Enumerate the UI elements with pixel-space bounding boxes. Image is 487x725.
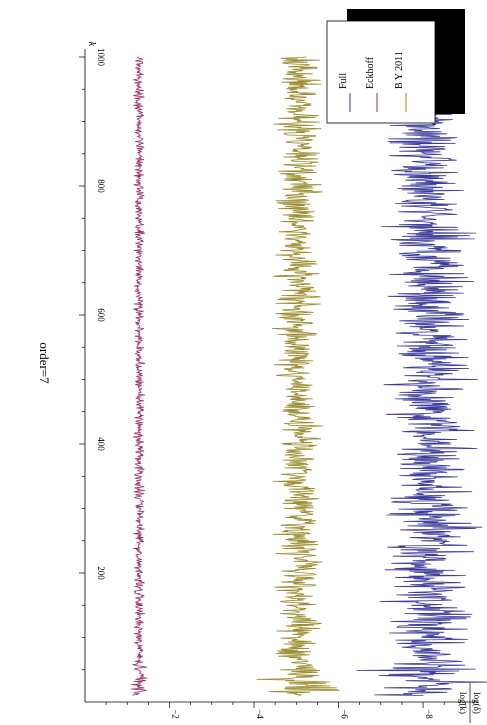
chart-title: order=7	[37, 342, 52, 384]
series-layer	[131, 57, 487, 696]
x-axis-label: k	[86, 42, 97, 47]
legend: Full Eckhoff B Y 2011	[327, 9, 465, 123]
series-line	[357, 57, 487, 696]
y-axis-label-numerator: log(δ)	[472, 692, 482, 714]
value-tick-label: −8	[424, 709, 434, 719]
series-line	[257, 57, 340, 696]
legend-label: Eckhoff	[365, 56, 376, 89]
y-axis-label-denominator: log(k)	[458, 692, 468, 714]
legend-label: B Y 2011	[394, 51, 405, 89]
value-tick-label: −4	[255, 709, 265, 719]
legend-box	[327, 21, 435, 123]
y-axis-label: log(δ) log(k)	[458, 683, 482, 723]
legend-label: Full	[338, 73, 349, 89]
k-tick-label: 1000	[96, 48, 106, 67]
k-tick-label: 200	[96, 566, 106, 580]
value-tick-label: −2	[171, 709, 181, 719]
k-tick-label: 800	[96, 179, 106, 193]
series-line	[131, 57, 148, 696]
k-tick-label: 600	[96, 308, 106, 322]
value-tick-label: −6	[340, 709, 350, 719]
k-tick-label: 400	[96, 437, 106, 451]
